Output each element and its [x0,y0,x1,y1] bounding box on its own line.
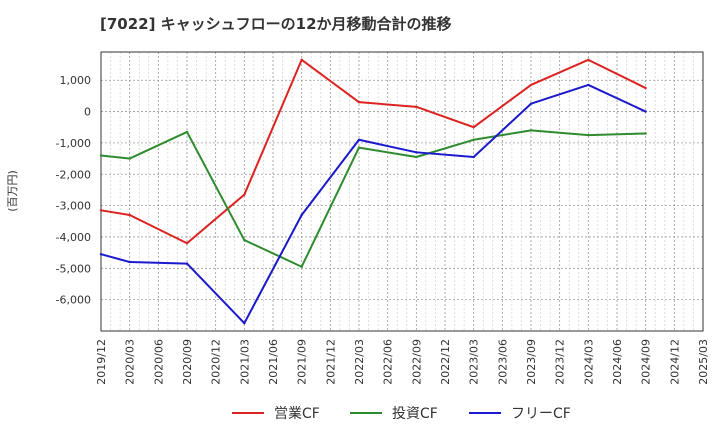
data-point [472,126,475,129]
data-point [185,262,189,265]
legend-label: フリーCF [511,406,571,422]
data-point [529,83,533,87]
data-point [300,265,303,268]
x-tick-label: 2022/06 [382,339,395,385]
data-point [243,193,246,196]
data-point [415,155,418,159]
x-tick-label: 2022/09 [410,339,423,385]
data-point [99,154,103,157]
x-tick-label: 2022/03 [353,339,366,385]
data-point [243,238,246,242]
axes: 1,000 0 -1,000 -2,000 -3,000 -4,000 -5,000 -6,0… [56,51,710,385]
data-point [415,105,418,109]
y-tick-label: 1,000 [60,74,92,87]
y-tick-label: -2,000 [56,168,91,181]
x-tick-label: 2024/09 [640,339,653,385]
data-point [300,213,303,217]
x-tick-label: 2024/12 [668,339,681,385]
x-tick-label: 2020/09 [181,339,194,385]
x-tick-label: 2023/09 [525,339,538,385]
y-tick-label: -3,000 [56,200,91,213]
data-point [243,321,246,325]
data-point [128,213,131,217]
plot-area [101,52,703,331]
data-point [185,242,189,245]
plot-border [100,51,704,332]
x-tick-label: 2023/06 [496,339,509,385]
x-tick-label: 2021/09 [296,339,309,385]
legend: 営業CF 投資CF フリーCF [232,406,571,422]
data-point [472,155,475,159]
x-tick-label: 2020/06 [152,339,165,385]
data-point [644,110,647,113]
data-point [587,83,590,87]
data-point [185,130,189,134]
x-tick-label: 2025/03 [697,339,710,385]
x-tick-label: 2023/03 [468,339,481,385]
x-tick-label: 2021/12 [324,339,337,385]
x-tick-label: 2019/12 [95,339,108,385]
x-tick-label: 2020/12 [210,339,223,385]
x-tick-label: 2021/06 [267,339,280,385]
data-point [587,133,590,137]
y-tick-label: 0 [84,106,91,119]
data-point [128,157,131,160]
data-point [587,58,590,62]
x-tick-label: 2021/03 [238,339,251,385]
data-point [415,151,418,154]
grid-lines [100,52,704,331]
y-tick-label: -4,000 [56,231,91,244]
x-tick-label: 2023/12 [554,339,567,385]
data-point [300,58,303,62]
x-tick-label: 2022/12 [439,339,452,385]
y-axis-label: (百万円) [6,170,19,212]
data-point [644,86,647,90]
series-layer [99,58,647,325]
data-point [529,102,533,105]
data-point [357,146,361,149]
data-point [99,252,103,256]
legend-label: 投資CF [392,406,438,422]
chart-title: [7022] キャッシュフローの12か月移動合計の推移 [100,15,452,33]
data-point [529,129,533,132]
x-tick-label: 2024/03 [582,339,595,385]
y-tick-label: -6,000 [56,294,91,307]
x-tick-label: 2020/03 [124,339,137,385]
y-tick-label: -1,000 [56,137,91,150]
data-point [472,138,475,141]
y-tick-label: -5,000 [56,262,91,275]
legend-label: 営業CF [274,406,320,422]
data-point [357,100,361,104]
x-tick-label: 2024/06 [611,339,624,385]
data-point [357,138,361,141]
data-point [128,260,131,264]
data-point [99,209,103,212]
data-point [644,132,647,135]
